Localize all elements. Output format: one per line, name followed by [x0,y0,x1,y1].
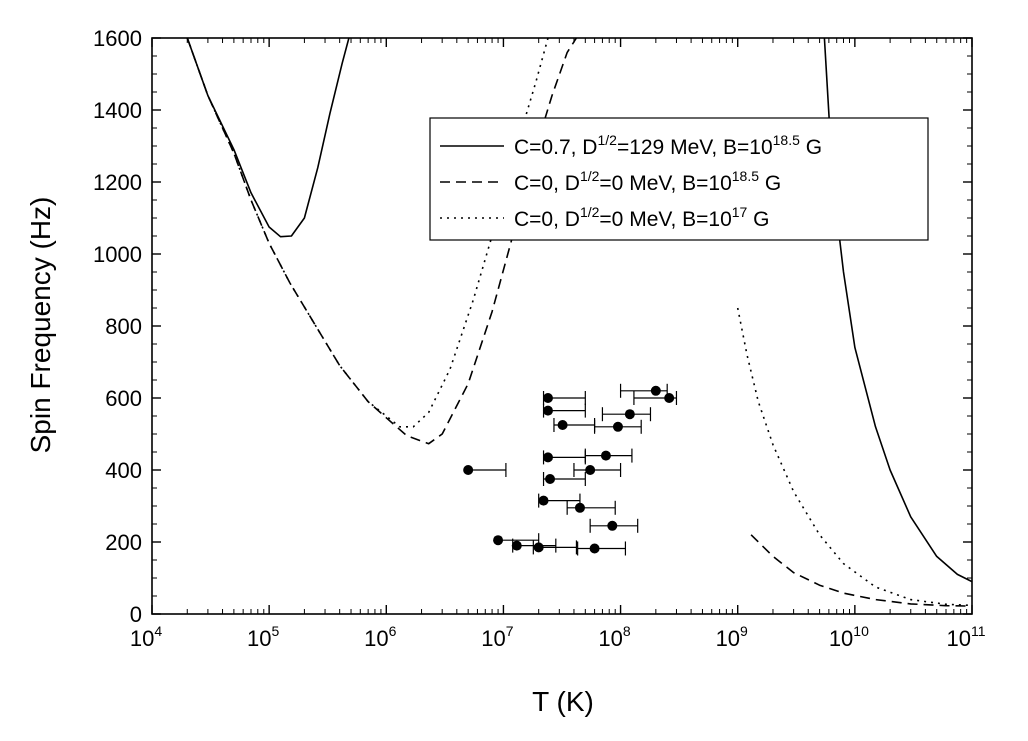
axis-ticks: 0 200 400 600 800 1000 1200 1400 1600 104 105 106 10… [93,26,986,651]
data-point [612,421,623,432]
legend-box [429,117,929,241]
legend-label-dashed: C=0, D1/2=0 MeV, B=1018.5 G [514,168,781,195]
x-tick-label: 1011 [946,623,985,651]
y-tick-label: 1600 [93,26,142,51]
data-point [624,409,635,420]
legend-label-dotted: C=0, D1/2=0 MeV, B=1017 G [514,204,770,231]
legend-label-solid: C=0.7, D1/2=129 MeV, B=1018.5 G [514,132,822,159]
data-point [463,465,474,475]
y-tick-label: 200 [105,530,142,555]
series-line-dashed-segment-2 [750,534,972,607]
data-point [574,502,585,513]
data-point [542,405,553,416]
data-point [589,543,600,554]
x-tick-label: 109 [716,623,748,651]
x-tick-label: 104 [130,623,162,651]
data-point [650,385,661,396]
series-line-solid-segment-1 [186,38,350,238]
series-line-dashed-segment-1 [186,38,578,445]
data-point [545,474,556,484]
x-tick-label: 107 [481,623,513,651]
data-point [600,450,611,461]
x-axis-title: T (K) [532,686,594,717]
data-point [538,495,549,506]
data-point [607,520,618,531]
y-tick-label: 600 [105,386,142,411]
data-point [542,393,553,403]
x-tick-label: 1010 [829,623,869,651]
data-point [557,420,568,430]
y-tick-label: 1000 [93,242,142,267]
y-tick-label: 1400 [93,98,142,123]
y-tick-label: 400 [105,458,142,483]
y-tick-label: 1200 [93,170,142,195]
x-tick-label: 106 [364,623,396,651]
data-point [585,465,596,475]
data-point [664,393,675,403]
y-tick-label: 0 [130,602,142,627]
series-line-dotted-segment-2 [736,307,972,607]
y-axis-title: Spin Frequency (Hz) [25,197,56,454]
data-point [511,540,522,551]
y-tick-label: 800 [105,314,142,339]
data-point [533,542,544,553]
data-points-group [463,383,678,556]
data-point [493,535,504,546]
data-point [542,452,553,463]
legend: C=0.7, D1/2=129 MeV, B=1018.5 G C=0, D1/2… [429,117,929,241]
x-tick-label: 108 [598,623,630,651]
x-tick-label: 105 [247,623,279,651]
